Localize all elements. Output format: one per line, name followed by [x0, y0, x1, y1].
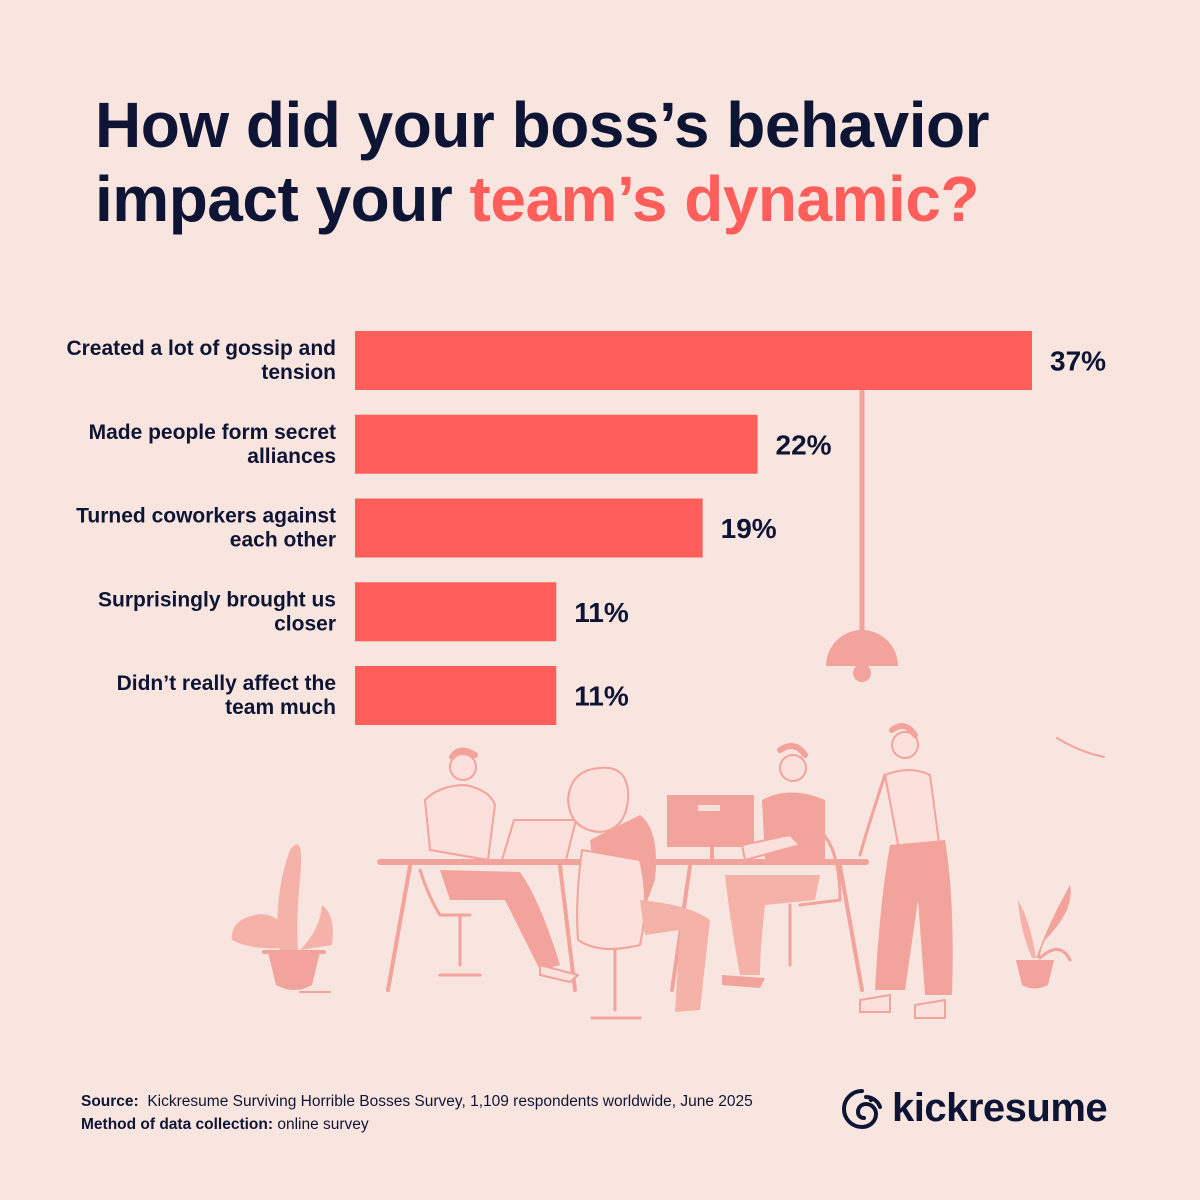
laptop-icon [501, 819, 577, 861]
bar [355, 666, 557, 725]
plant-icon [231, 844, 333, 993]
footer: Source: Kickresume Surviving Horrible Bo… [81, 1090, 753, 1136]
source-text: Kickresume Surviving Horrible Bosses Sur… [147, 1093, 753, 1110]
category-label: Turned coworkers against each other [76, 505, 336, 552]
source-label: Source: [81, 1093, 139, 1110]
kickresume-logo-icon [841, 1088, 882, 1129]
bars-group: 37% Created a lot of gossip and tension 22%… [66, 331, 1106, 725]
office-illustration [231, 387, 1105, 1020]
value-label: 11% [574, 681, 629, 712]
chart-title: How did your boss’s behavior impact your… [95, 88, 1135, 236]
person-icon [418, 747, 579, 983]
bar [355, 331, 1032, 390]
value-label: 19% [721, 513, 777, 544]
person-icon [722, 743, 842, 988]
person-icon [858, 723, 953, 1019]
category-label: Created a lot of gossip and tension [66, 337, 336, 384]
brand-name: kickresume [892, 1086, 1108, 1130]
category-label: Surprisingly brought us closer [98, 588, 336, 635]
category-label: Didn’t really affect the team much [117, 672, 336, 719]
method-text: online survey [277, 1116, 369, 1133]
category-label: Made people form secret alliances [89, 421, 336, 468]
brand-logo: kickresume [840, 1086, 1108, 1131]
value-label: 22% [776, 429, 832, 460]
title-accent: team’s dynamic? [469, 163, 980, 235]
plant-icon [1016, 885, 1072, 989]
bar [355, 498, 703, 558]
bar [355, 414, 758, 474]
monitor-icon [667, 795, 754, 862]
bar [355, 582, 557, 642]
person-icon [567, 766, 710, 1020]
value-label: 37% [1050, 346, 1106, 377]
title-line-2: impact your [95, 163, 470, 235]
lamp-icon [826, 387, 898, 682]
source-line: Source: Kickresume Surviving Horrible Bo… [81, 1090, 753, 1113]
title-line-1: How did your boss’s behavior [95, 89, 990, 161]
method-line: Method of data collection: online survey [81, 1113, 753, 1136]
method-label: Method of data collection: [81, 1116, 274, 1133]
value-label: 11% [574, 597, 629, 628]
